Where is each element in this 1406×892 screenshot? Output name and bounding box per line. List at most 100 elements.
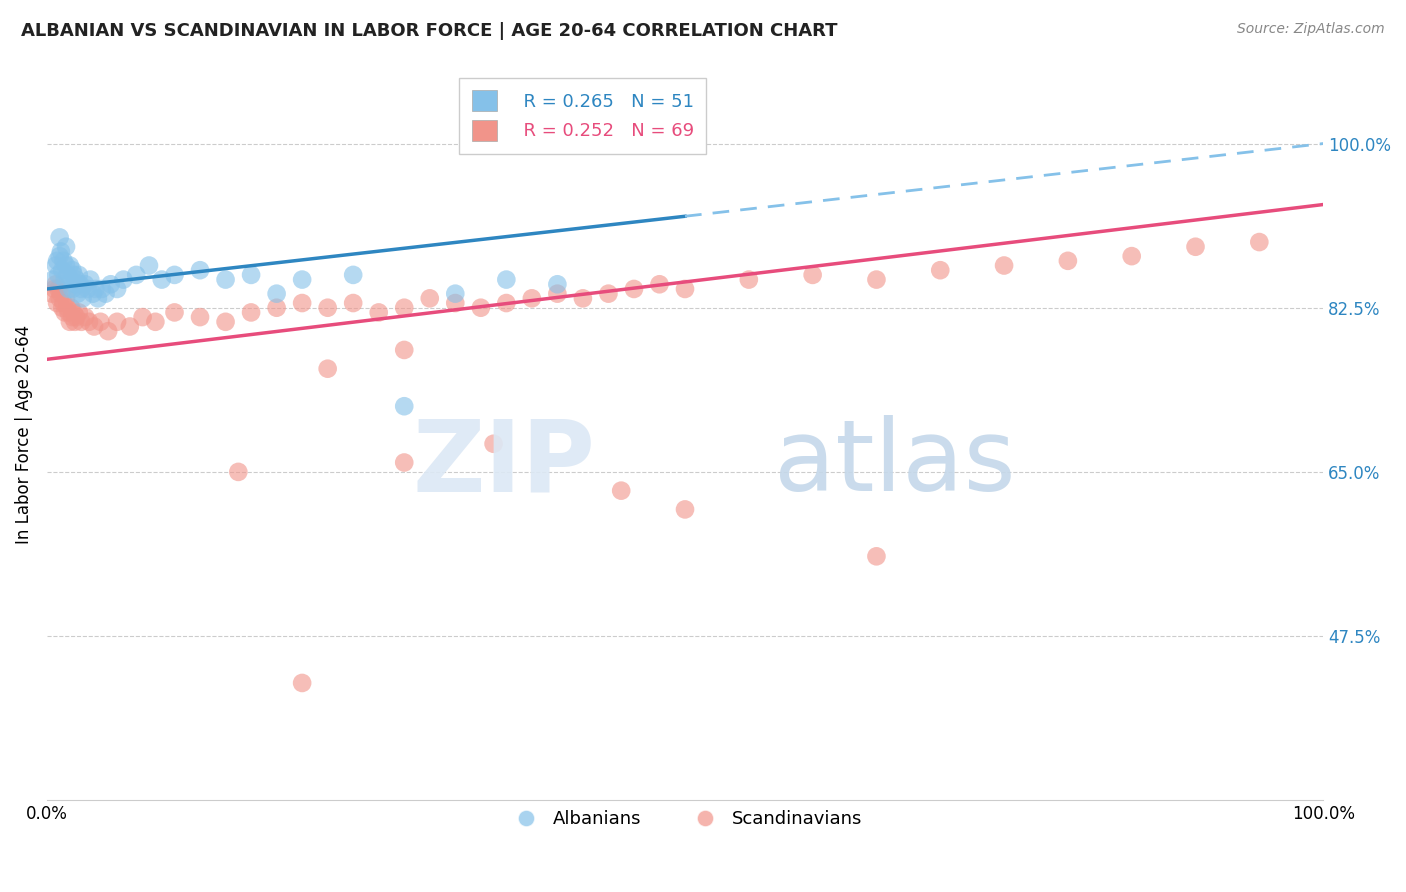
Point bbox=[66, 286, 89, 301]
Point bbox=[1057, 253, 1080, 268]
Point bbox=[100, 277, 122, 292]
Point bbox=[59, 259, 82, 273]
Point bbox=[610, 483, 633, 498]
Point bbox=[58, 305, 80, 319]
Point bbox=[738, 272, 761, 286]
Point bbox=[291, 272, 314, 286]
Point bbox=[59, 315, 82, 329]
Point bbox=[41, 286, 63, 301]
Point bbox=[240, 305, 263, 319]
Point bbox=[1121, 249, 1143, 263]
Point bbox=[138, 259, 160, 273]
Point bbox=[673, 502, 696, 516]
Point bbox=[84, 282, 107, 296]
Point bbox=[65, 310, 87, 325]
Point bbox=[55, 259, 77, 273]
Point bbox=[63, 315, 86, 329]
Point bbox=[598, 286, 620, 301]
Point bbox=[51, 263, 73, 277]
Point bbox=[55, 240, 77, 254]
Point bbox=[125, 268, 148, 282]
Point bbox=[70, 315, 93, 329]
Point bbox=[49, 286, 72, 301]
Point bbox=[394, 301, 416, 315]
Point bbox=[394, 456, 416, 470]
Point bbox=[79, 272, 101, 286]
Text: atlas: atlas bbox=[775, 415, 1017, 512]
Point bbox=[62, 305, 84, 319]
Point bbox=[46, 296, 69, 310]
Point bbox=[1184, 240, 1206, 254]
Point bbox=[801, 268, 824, 282]
Text: ALBANIAN VS SCANDINAVIAN IN LABOR FORCE | AGE 20-64 CORRELATION CHART: ALBANIAN VS SCANDINAVIAN IN LABOR FORCE … bbox=[21, 22, 838, 40]
Point bbox=[52, 253, 75, 268]
Point bbox=[55, 291, 77, 305]
Point bbox=[67, 305, 90, 319]
Point bbox=[48, 230, 70, 244]
Point bbox=[60, 272, 83, 286]
Legend: Albanians, Scandinavians: Albanians, Scandinavians bbox=[501, 803, 869, 835]
Point bbox=[87, 291, 110, 305]
Point bbox=[97, 324, 120, 338]
Point bbox=[150, 272, 173, 286]
Point bbox=[316, 301, 339, 315]
Point bbox=[648, 277, 671, 292]
Point bbox=[53, 272, 76, 286]
Point bbox=[993, 259, 1015, 273]
Point bbox=[112, 272, 135, 286]
Point bbox=[291, 296, 314, 310]
Point bbox=[266, 301, 288, 315]
Point bbox=[118, 319, 141, 334]
Point bbox=[46, 253, 69, 268]
Point bbox=[65, 272, 87, 286]
Point bbox=[48, 282, 70, 296]
Point bbox=[495, 272, 517, 286]
Point bbox=[62, 310, 84, 325]
Point bbox=[1249, 235, 1271, 249]
Point bbox=[316, 361, 339, 376]
Point bbox=[214, 315, 236, 329]
Point bbox=[342, 268, 364, 282]
Point bbox=[45, 259, 67, 273]
Text: ZIP: ZIP bbox=[413, 415, 596, 512]
Point bbox=[444, 296, 467, 310]
Point bbox=[58, 282, 80, 296]
Point bbox=[67, 268, 90, 282]
Point bbox=[48, 291, 70, 305]
Point bbox=[63, 277, 86, 292]
Point bbox=[865, 272, 887, 286]
Point bbox=[70, 282, 93, 296]
Point bbox=[623, 282, 645, 296]
Point bbox=[214, 272, 236, 286]
Point bbox=[495, 296, 517, 310]
Point bbox=[62, 282, 84, 296]
Point bbox=[45, 277, 67, 292]
Point bbox=[75, 310, 97, 325]
Point bbox=[482, 436, 505, 450]
Point bbox=[367, 305, 389, 319]
Point bbox=[228, 465, 250, 479]
Point bbox=[48, 268, 70, 282]
Point bbox=[49, 244, 72, 259]
Point bbox=[546, 277, 568, 292]
Point bbox=[52, 296, 75, 310]
Point bbox=[62, 268, 84, 282]
Point bbox=[51, 301, 73, 315]
Point bbox=[145, 315, 167, 329]
Point bbox=[163, 305, 186, 319]
Point bbox=[266, 286, 288, 301]
Point bbox=[105, 282, 128, 296]
Point bbox=[60, 301, 83, 315]
Point bbox=[572, 291, 595, 305]
Point bbox=[77, 315, 100, 329]
Point bbox=[56, 301, 79, 315]
Point bbox=[865, 549, 887, 564]
Point bbox=[188, 310, 211, 325]
Point bbox=[62, 263, 84, 277]
Point bbox=[673, 282, 696, 296]
Point bbox=[546, 286, 568, 301]
Point bbox=[48, 249, 70, 263]
Point bbox=[75, 277, 97, 292]
Point bbox=[419, 291, 441, 305]
Point bbox=[163, 268, 186, 282]
